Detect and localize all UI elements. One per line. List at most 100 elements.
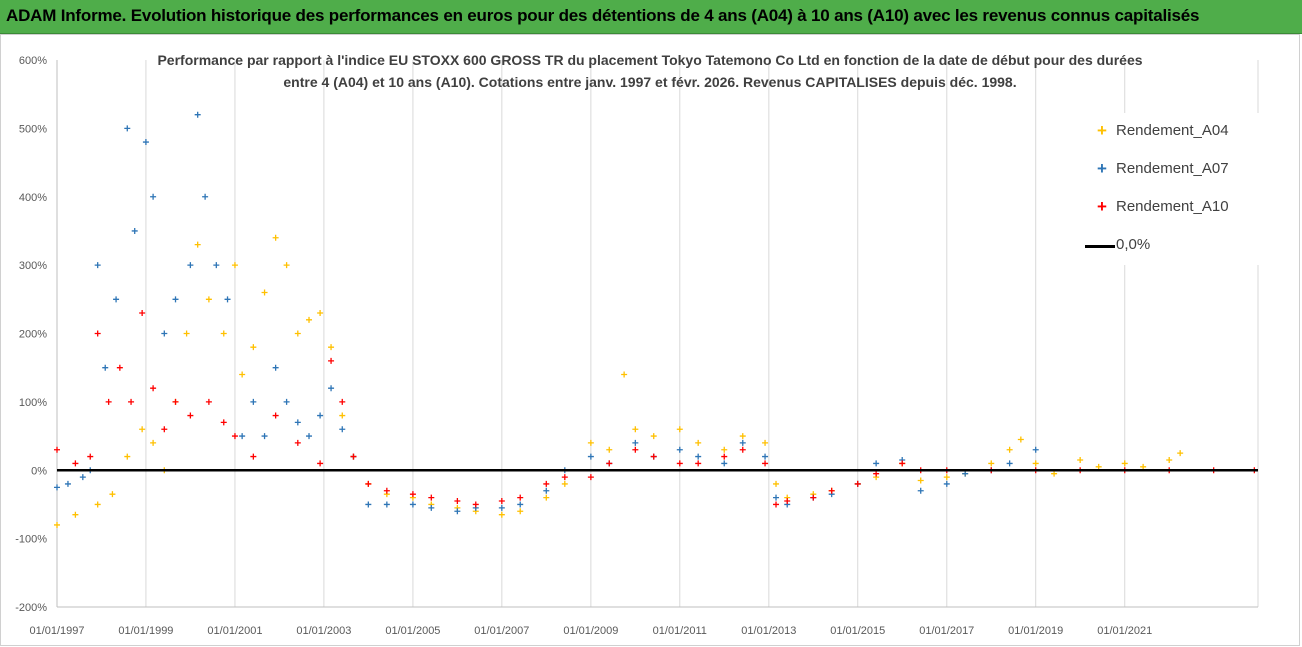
data-point [294,330,301,337]
x-tick-label: 01/01/2001 [207,625,262,637]
legend-item-zero: 0,0% [1082,235,1262,257]
data-point [428,494,435,501]
data-point [676,460,683,467]
data-point [632,439,639,446]
legend-label-zero: 0,0% [1116,236,1151,253]
data-point [224,296,231,303]
series-rendement-a04 [54,234,1184,528]
data-point [250,453,257,460]
data-point [213,262,220,269]
data-point [54,484,60,491]
data-point [917,487,924,494]
data-point [72,511,79,518]
data-point [784,498,791,505]
y-tick-label: 100% [19,397,47,409]
y-tick-label: 200% [19,329,47,341]
data-point [773,480,780,487]
data-point [606,446,613,453]
x-tick-label: 01/01/2021 [1097,625,1152,637]
data-point [365,480,372,487]
data-point [561,474,568,481]
data-point [695,460,702,467]
data-point [1140,463,1147,470]
data-point [139,426,146,433]
x-tick-label: 01/01/2019 [1008,625,1063,637]
legend-item-a10: + Rendement_A10 [1082,197,1262,219]
data-point [498,511,505,518]
data-point [350,453,357,460]
data-point [365,501,372,508]
data-point [239,371,246,378]
data-point [105,398,112,405]
data-point [172,296,179,303]
data-point [773,494,780,501]
x-tick-label: 01/01/2005 [385,625,440,637]
y-tick-label: -200% [15,602,47,614]
data-point [239,433,246,440]
data-point [943,480,950,487]
grid-layer [56,60,1259,607]
data-point [1006,460,1013,467]
data-point [695,439,702,446]
chart-frame [0,34,1300,646]
data-point [183,330,190,337]
data-point [409,501,416,508]
data-point [632,426,639,433]
data-point [472,501,479,508]
legend-marker-a10: + [1097,197,1107,216]
data-point [124,125,131,132]
data-point [250,398,257,405]
data-point [339,412,346,419]
data-point [1077,456,1084,463]
data-point [54,521,60,528]
data-point [187,262,194,269]
x-tick-label: 01/01/2007 [474,625,529,637]
data-point [261,289,268,296]
data-point [261,433,268,440]
data-point [454,508,461,515]
legend-label-a10: Rendement_A10 [1116,198,1229,215]
data-point [739,446,746,453]
data-point [773,501,780,508]
data-point [943,474,950,481]
data-point [317,309,324,316]
data-point [116,364,123,371]
data-point [131,227,138,234]
data-point [762,439,769,446]
data-point [150,193,157,200]
data-point [587,439,594,446]
data-point [454,498,461,505]
data-point [409,491,416,498]
data-point [205,296,212,303]
data-point [962,470,969,477]
axis-layer: 600% 500% 400% 300% 200% 100% 0% -100% -200% 01/0… [15,55,1258,637]
data-point [676,426,683,433]
legend-marker-a04: + [1097,121,1107,140]
y-tick-label: -100% [15,534,47,546]
data-point [1006,446,1013,453]
data-point [64,480,71,487]
data-point [124,453,131,460]
x-tick-label: 01/01/2009 [563,625,618,637]
data-point [150,385,157,392]
data-point [94,262,101,269]
data-point [142,139,149,146]
chart-legend: + Rendement_A04 + Rendement_A07 + Rendem… [1082,113,1262,265]
x-tick-label: 01/01/2013 [741,625,796,637]
data-point [695,453,702,460]
data-point [231,433,238,440]
data-point [128,398,135,405]
legend-line-zero [1085,245,1115,248]
data-point [202,193,209,200]
data-point [205,398,212,405]
data-point [109,491,116,498]
x-tick-label: 01/01/2017 [919,625,974,637]
data-point [854,480,861,487]
data-point [328,357,335,364]
data-point [113,296,120,303]
data-point [517,501,524,508]
data-point [561,480,568,487]
data-point [161,330,168,337]
data-point [721,460,728,467]
data-point [917,477,924,484]
